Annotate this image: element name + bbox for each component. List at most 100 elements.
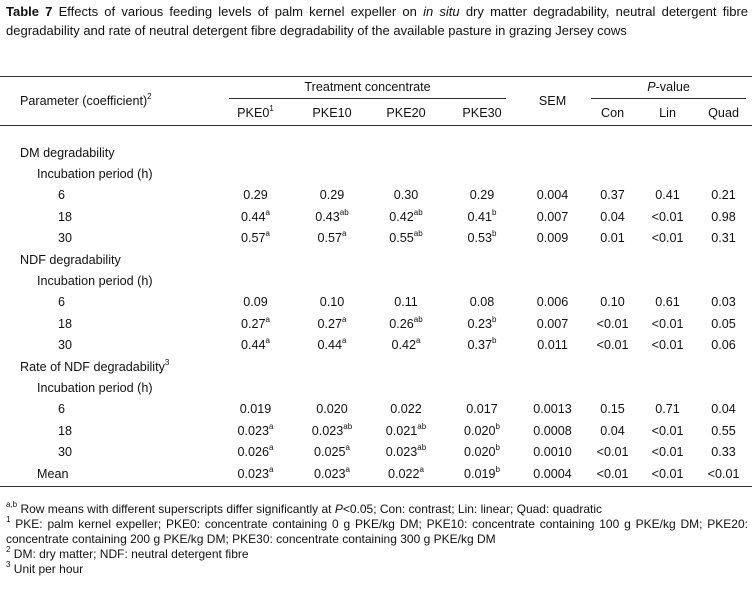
data-cell: 0.21 <box>711 188 736 203</box>
data-cell: <0.01 <box>651 338 684 353</box>
cell-sup: 1 <box>269 104 274 113</box>
header-cell: P-value <box>591 79 747 99</box>
cell-sup: a <box>345 464 350 474</box>
cell-text: 0.53 <box>467 231 493 246</box>
subsection-title: Incubation period (h) <box>37 167 153 182</box>
column-header: PKE01 <box>215 101 296 126</box>
section-text: Rate of NDF degradability <box>20 359 165 374</box>
data-row: 30 0.026a 0.025a 0.023ab 0.020b 0.0010 <0.01 <0… <box>0 441 752 462</box>
data-table: Parameter (coefficient)2 Treatment conce… <box>0 76 752 488</box>
cell-sup: b <box>495 464 500 474</box>
data-cell: 0.0008 <box>533 423 572 438</box>
data-cell: 0.37 <box>600 188 625 203</box>
data-cell: 0.98 <box>711 209 736 224</box>
footnote-italic: P <box>334 502 343 516</box>
data-cell: 0.05 <box>711 316 736 331</box>
data-cell: <0.01 <box>651 231 684 246</box>
data-cell: 0.007 <box>536 316 569 331</box>
data-cell: 0.0004 <box>520 462 586 488</box>
cell-text: 0.019 <box>464 466 496 481</box>
header-text: -value <box>655 79 690 94</box>
subsection-title: Incubation period (h) <box>37 274 153 289</box>
data-cell: 0.025a <box>296 441 368 462</box>
data-cell: 0.30 <box>393 188 419 203</box>
data-cell: 0.021ab <box>368 420 444 441</box>
cell-sup: b <box>495 443 500 453</box>
footnote-text: Unit per hour <box>10 562 84 576</box>
cell-text: 0.023 <box>385 445 418 460</box>
data-cell: 0.42ab <box>368 206 444 227</box>
data-cell: 0.15 <box>600 402 625 417</box>
data-cell: 0.004 <box>536 188 569 203</box>
cell-text: 0.021 <box>385 423 418 438</box>
header-cell: P-value <box>585 76 752 101</box>
cell-text: 0.42 <box>391 338 417 353</box>
spacer <box>0 126 752 143</box>
header-row: Parameter (coefficient)2 Treatment conce… <box>0 76 752 126</box>
footnote-sup: 1 <box>6 515 11 524</box>
data-cell: 0.55 <box>711 423 736 438</box>
header-text: Parameter (coefficient) <box>20 94 148 108</box>
data-row: 18 0.023a 0.023ab 0.021ab 0.020b 0.0008 0.04 <0… <box>0 420 752 441</box>
cell-sup: b <box>495 421 500 431</box>
subsection-title: Incubation period (h) <box>37 380 153 395</box>
data-cell: 0.011 <box>537 338 568 353</box>
data-cell: 0.71 <box>655 402 680 417</box>
cell-sup: a <box>345 443 350 453</box>
data-cell: 0.04 <box>600 423 625 438</box>
cell-sup: ab <box>413 207 423 217</box>
column-header: Lin <box>640 101 696 126</box>
data-cell: <0.01 <box>651 209 684 224</box>
data-row: 6 0.019 0.020 0.022 0.017 0.0013 0.15 0.71 0.04 <box>0 399 752 420</box>
caption-text: dry matter degradability, neutral deterg… <box>6 4 749 38</box>
data-cell: 0.10 <box>600 295 625 310</box>
footnote-sup: a,b <box>6 500 18 509</box>
data-cell: 0.007 <box>536 209 569 224</box>
data-cell: 0.43ab <box>296 206 368 227</box>
data-cell: 0.023ab <box>368 441 444 462</box>
data-cell: 0.04 <box>711 402 736 417</box>
cell-text: 0.57 <box>241 231 266 246</box>
column-header: PKE10 <box>296 101 368 126</box>
data-cell: 0.44a <box>215 335 296 356</box>
cell-text: 0.26 <box>389 316 414 331</box>
data-cell: 0.44a <box>296 335 368 356</box>
data-row: 6 0.29 0.29 0.30 0.29 0.004 0.37 0.41 0.21 <box>0 185 752 206</box>
data-cell: 0.006 <box>536 295 569 310</box>
header-text: SEM <box>520 76 586 126</box>
cell-sup: ab <box>417 443 427 453</box>
footnotes: a,b Row means with different superscript… <box>6 500 748 577</box>
footnote: a,b Row means with different superscript… <box>6 500 748 517</box>
cell-sup: a <box>265 336 270 346</box>
section-sup: 3 <box>164 357 170 367</box>
data-cell: <0.01 <box>596 338 629 353</box>
data-cell: 0.41b <box>444 206 520 227</box>
data-row: 18 0.44a 0.43ab 0.42ab 0.41b 0.007 0.04 <0.01 0.… <box>0 206 752 227</box>
cell-sup: b <box>492 336 497 346</box>
cell-text: 0.026 <box>237 445 270 460</box>
data-cell: 0.61 <box>655 295 680 310</box>
cell-sup: a <box>416 336 421 346</box>
data-cell: 0.10 <box>319 295 345 310</box>
cell-sup: a <box>269 421 274 431</box>
data-cell: 0.11 <box>394 295 418 310</box>
cell-sup: a <box>419 464 424 474</box>
caption-italic: in situ <box>423 4 460 19</box>
data-cell: 0.55ab <box>368 228 444 249</box>
cell-sup: a <box>342 336 347 346</box>
cell-sup: a <box>265 229 270 239</box>
data-cell: <0.01 <box>651 423 684 438</box>
column-header: Quad <box>695 101 752 126</box>
footnote: 2 DM: dry matter; NDF: neutral detergent… <box>6 546 748 562</box>
cell-sup: b <box>492 207 497 217</box>
row-label: 18 <box>58 209 73 224</box>
section-title: NDF degradability <box>0 249 752 270</box>
section-title: DM degradability <box>0 142 752 163</box>
data-cell: 0.022a <box>368 462 444 488</box>
data-cell: 0.29 <box>469 188 495 203</box>
cell-sup: a <box>342 314 347 324</box>
cell-text: 0.27 <box>241 316 266 331</box>
data-cell: 0.42a <box>368 335 444 356</box>
row-label: 6 <box>58 188 66 203</box>
footnote-sup: 3 <box>6 560 11 569</box>
